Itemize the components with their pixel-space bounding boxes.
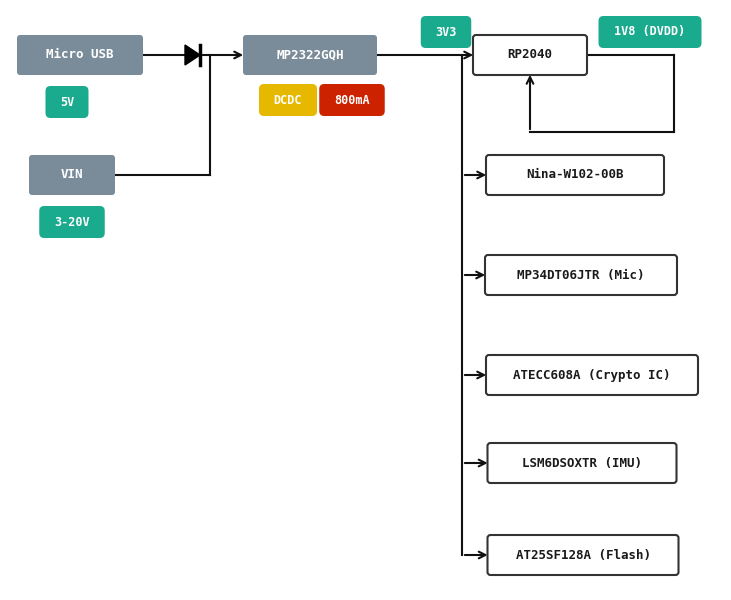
FancyBboxPatch shape xyxy=(421,16,471,48)
Text: MP2322GQH: MP2322GQH xyxy=(276,49,344,61)
FancyBboxPatch shape xyxy=(45,86,88,118)
Text: DCDC: DCDC xyxy=(273,94,302,107)
FancyBboxPatch shape xyxy=(39,206,105,238)
Text: 800mA: 800mA xyxy=(334,94,370,107)
FancyBboxPatch shape xyxy=(259,84,317,116)
Text: LSM6DSOXTR (IMU): LSM6DSOXTR (IMU) xyxy=(522,457,642,469)
FancyBboxPatch shape xyxy=(319,84,385,116)
FancyBboxPatch shape xyxy=(473,35,587,75)
FancyBboxPatch shape xyxy=(488,535,678,575)
Text: 5V: 5V xyxy=(60,95,74,109)
Text: Micro USB: Micro USB xyxy=(46,49,114,61)
Text: AT25SF128A (Flash): AT25SF128A (Flash) xyxy=(515,548,651,562)
FancyBboxPatch shape xyxy=(486,355,698,395)
FancyBboxPatch shape xyxy=(17,35,143,75)
FancyBboxPatch shape xyxy=(485,255,677,295)
Text: Nina-W102-00B: Nina-W102-00B xyxy=(526,169,624,181)
Text: VIN: VIN xyxy=(61,169,83,181)
FancyBboxPatch shape xyxy=(486,155,664,195)
Text: MP34DT06JTR (Mic): MP34DT06JTR (Mic) xyxy=(518,269,645,281)
Text: 3-20V: 3-20V xyxy=(54,215,90,229)
Text: RP2040: RP2040 xyxy=(507,49,553,61)
FancyBboxPatch shape xyxy=(599,16,702,48)
FancyBboxPatch shape xyxy=(29,155,115,195)
Text: 1V8 (DVDD): 1V8 (DVDD) xyxy=(614,25,686,38)
Polygon shape xyxy=(185,45,200,65)
Text: 3V3: 3V3 xyxy=(436,25,457,38)
FancyBboxPatch shape xyxy=(488,443,676,483)
Text: ATECC608A (Crypto IC): ATECC608A (Crypto IC) xyxy=(513,368,671,382)
FancyBboxPatch shape xyxy=(243,35,377,75)
